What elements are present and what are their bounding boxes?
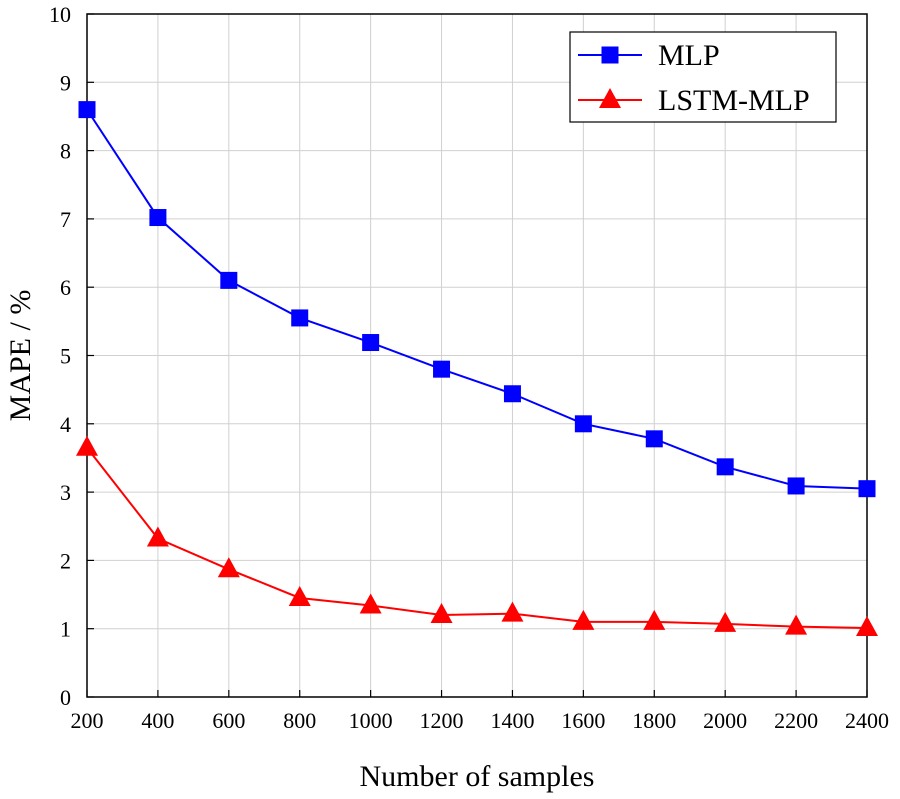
data-point-mlp (503, 385, 521, 403)
x-tick-label: 200 (71, 708, 104, 733)
data-point-mlp (787, 477, 805, 495)
y-tick-label: 7 (60, 207, 71, 232)
data-point-mlp (78, 101, 96, 119)
x-tick-label: 1800 (632, 708, 676, 733)
y-tick-label: 1 (60, 617, 71, 642)
x-tick-label: 600 (212, 708, 245, 733)
legend-label: MLP (658, 39, 720, 72)
data-point-lstm-mlp (572, 609, 595, 630)
data-point-lstm-mlp (76, 435, 98, 456)
series-layer (76, 101, 878, 637)
data-point-mlp (149, 209, 167, 227)
series-line-mlp (86, 109, 868, 490)
legend-entry-mlp: MLP (578, 39, 720, 72)
data-point-lstm-mlp (501, 601, 524, 622)
data-point-lstm-mlp (714, 611, 737, 632)
legend-label: LSTM-MLP (658, 84, 810, 117)
series-lstm-mlp (76, 435, 878, 637)
x-tick-label: 1400 (490, 708, 534, 733)
axis-ticks (86, 13, 868, 698)
legend-marker (601, 46, 619, 64)
x-axis-title: Number of samples (360, 760, 595, 793)
legend: MLP LSTM-MLP (569, 31, 837, 123)
x-tick-label: 800 (283, 708, 316, 733)
x-tick-label: 1000 (349, 708, 393, 733)
y-tick-label: 6 (60, 275, 71, 300)
data-point-lstm-mlp (643, 609, 666, 630)
data-point-mlp (716, 458, 734, 476)
data-point-mlp (574, 415, 592, 433)
data-point-mlp (362, 334, 380, 352)
data-point-mlp (433, 360, 451, 378)
series-line-lstm-mlp (86, 447, 868, 630)
x-tick-label: 1200 (420, 708, 464, 733)
data-point-mlp (858, 480, 876, 498)
data-point-lstm-mlp (146, 526, 169, 547)
y-axis-title: MAPE / % (4, 290, 37, 422)
data-point-lstm-mlp (785, 614, 808, 635)
data-point-lstm-mlp (359, 593, 382, 614)
series-mlp (78, 101, 876, 498)
data-point-lstm-mlp (856, 616, 878, 637)
x-tick-label: 1600 (561, 708, 605, 733)
x-tick-label: 2400 (845, 708, 889, 733)
data-point-lstm-mlp (288, 585, 311, 606)
x-tick-label: 2200 (774, 708, 818, 733)
legend-entries: MLP LSTM-MLP (578, 39, 810, 117)
data-point-mlp (291, 309, 309, 327)
y-tick-label: 5 (60, 344, 71, 369)
x-axis-tick-labels: 200 400 600 800 1000 1200 1400 1600 1800 2000 2200… (71, 708, 890, 733)
grid-lines (87, 14, 867, 697)
x-tick-label: 400 (141, 708, 174, 733)
data-point-lstm-mlp (217, 557, 240, 578)
y-tick-label: 9 (60, 70, 71, 95)
legend-marker (599, 88, 621, 108)
legend-entry-lstm-mlp: LSTM-MLP (578, 84, 810, 117)
y-tick-label: 3 (60, 480, 71, 505)
y-tick-label: 10 (49, 2, 71, 27)
data-point-mlp (220, 271, 238, 289)
y-tick-label: 8 (60, 139, 71, 164)
y-tick-label: 2 (60, 548, 71, 573)
data-point-mlp (645, 430, 663, 448)
x-tick-label: 2000 (703, 708, 747, 733)
data-point-lstm-mlp (430, 603, 453, 624)
y-tick-label: 4 (60, 412, 71, 437)
y-axis-tick-labels: 0 1 2 3 4 5 6 7 8 9 10 (49, 2, 71, 710)
y-tick-label: 0 (60, 685, 71, 710)
